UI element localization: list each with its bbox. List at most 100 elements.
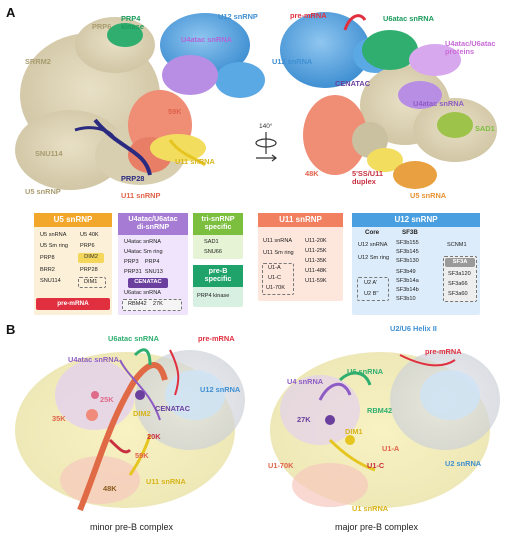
u12-sf3b-4: SF3b14a: [396, 278, 419, 284]
tri-item-1: SNU66: [204, 249, 223, 255]
minor-label-u12: U12 snRNA: [200, 385, 241, 394]
table-tri-title: tri-snRNP specific: [193, 213, 243, 235]
minor-label-u6atac: U6atac snRNA: [108, 334, 159, 343]
major-label-rbm42: RBM42: [367, 406, 393, 415]
u11-col1-1: U11 Sm ring: [263, 250, 294, 256]
u4u6-row-0: U4atac snRNA: [124, 239, 161, 245]
table-u4atac-u6atac: U4atac/U6atac di-snRNP: [118, 213, 188, 315]
u11-col2-3: U11-48K: [305, 268, 327, 274]
major-label-u2u6: U2/U6 Helix II: [390, 324, 437, 333]
major-label-u6: U6 snRNA: [347, 367, 384, 376]
u12-sf3a-0: SF3a120: [448, 271, 471, 277]
u5-col2-3: PRP28: [80, 267, 98, 273]
structure-left: [15, 13, 265, 190]
u12-core-title: Core: [365, 229, 380, 236]
minor-label-pre-mrna: pre-mRNA: [198, 334, 235, 343]
major-label-u1: U1 snRNA: [352, 504, 389, 513]
u12-sf3b-3: SF3b49: [396, 269, 416, 275]
u5-col1-4: SNU114: [40, 278, 61, 284]
minor-label-u4atac: U4atac snRNA: [68, 355, 119, 364]
u12-sf3b-5: SF3b14b: [396, 287, 419, 293]
u11-col2-2: U11-35K: [305, 258, 327, 264]
u5-dim1: DIM1: [84, 279, 98, 285]
minor-label-59k: 59K: [135, 451, 149, 460]
u12-sf3b-6: SF3b10: [396, 296, 416, 302]
label-u12-snrnp-left: U12 snRNP: [218, 12, 258, 21]
u5-pre-mrna-bar: pre-mRNA: [36, 298, 110, 310]
major-label-dim1: DIM1: [345, 427, 363, 436]
major-label-u1c: U1-C: [367, 461, 385, 470]
label-59k-left: 59K: [168, 107, 182, 116]
major-label-u1a: U1-A: [382, 444, 400, 453]
u5-col2-1: PRP6: [80, 243, 95, 249]
table-u5-title: U5 snRNP: [34, 213, 112, 227]
label-u5-snrna: U5 snRNA: [410, 191, 447, 200]
label-u4atac-snrna-left: U4atac snRNA: [181, 35, 232, 44]
rotation-arrow: [255, 132, 277, 162]
label-u4atac-u6atac-proteins: U4atac/U6atac proteins: [445, 39, 496, 57]
u12-core-dashed-1: U2 B'': [364, 291, 379, 297]
u12-sf3b-2: SF3b130: [396, 258, 419, 264]
u11-dashed-2: U1-70K: [266, 285, 285, 291]
u11-dashed-box: [262, 263, 294, 295]
u11-dashed-0: U1-A: [268, 265, 281, 271]
major-caption: major pre-B complex: [335, 522, 419, 532]
major-label-u170k: U1-70K: [268, 461, 294, 470]
u5-col2-0: U5 40K: [80, 232, 99, 238]
u12-sf3a-1: SF3a66: [448, 281, 468, 287]
label-u11-snrnp-left: U11 snRNP: [121, 191, 161, 200]
minor-label-cenatac: CENATAC: [155, 404, 191, 413]
preb-item: PRP4 kinase: [197, 293, 230, 299]
u4u6-row-3: PRP31 SNU13: [124, 269, 163, 275]
label-snu114: SNU114: [35, 149, 63, 158]
major-label-pre-mrna: pre-mRNA: [425, 347, 462, 356]
u5-col1-2: PRP8: [40, 255, 55, 261]
structure-major: [270, 350, 500, 508]
minor-label-u11: U11 snRNA: [146, 477, 186, 486]
table-u11-title: U11 snRNP: [258, 213, 343, 227]
table-preb-title: pre-B specific: [193, 265, 243, 287]
u12-sf3b-1: SF3b145: [396, 249, 419, 255]
panel-letter-b: B: [6, 322, 16, 337]
table-u4u6-title: U4atac/U6atac di-snRNP: [118, 213, 188, 235]
u11-col1-0: U11 snRNA: [263, 238, 293, 244]
major-label-27k: 27K: [297, 415, 311, 424]
label-u6atac-snrna: U6atac snRNA: [383, 14, 434, 23]
u5-col1-1: U5 Sm ring: [40, 243, 68, 249]
u12-sf3b-title: SF3B: [402, 229, 418, 236]
u5-col1-0: U5 snRNA: [40, 232, 67, 238]
minor-label-35k: 35K: [52, 414, 66, 423]
table-preb-specific: pre-B specific: [193, 265, 243, 307]
panel-letter-a: A: [6, 5, 16, 20]
label-prp4-kinase: PRP4 kinase: [121, 14, 145, 32]
u11-dashed-1: U1-C: [268, 275, 282, 281]
label-u11-snrna-left: U11 snRNA: [175, 157, 215, 166]
u5-col1-3: BRR2: [40, 267, 55, 273]
minor-label-48k: 48K: [103, 484, 117, 493]
label-u4atac-snrna-right: U4atac snRNA: [413, 99, 464, 108]
u5-dim2-badge: DIM2: [78, 253, 104, 263]
label-48k-right: 48K: [305, 169, 319, 178]
minor-label-20k: 20K: [147, 432, 161, 441]
u4u6-row-2: PRP3 PRP4: [124, 259, 160, 265]
u4u6-dashed-text: RBM42 27K: [128, 301, 163, 307]
u12-sf3b-0: SF3b155: [396, 240, 419, 246]
label-sad1: SAD1: [475, 124, 495, 133]
table-u12-title: U12 snRNP: [352, 213, 480, 227]
u11-col2-0: U11-20K: [305, 238, 327, 244]
u12-core-dashed-box: [357, 277, 389, 301]
u12-core-dashed-0: U2 A': [364, 280, 378, 286]
minor-label-dim2: DIM2: [133, 409, 151, 418]
label-5ss-u11-duplex: 5'SS/U11 duplex: [352, 169, 383, 187]
label-prp28: PRP28: [121, 174, 145, 183]
tri-item-0: SAD1: [204, 239, 219, 245]
label-prp6: PRP6: [92, 22, 112, 31]
label-srrm2: SRRM2: [25, 57, 51, 66]
minor-caption: minor pre-B complex: [90, 522, 174, 532]
major-label-u4: U4 snRNA: [287, 377, 324, 386]
structure-minor: [15, 348, 245, 512]
u12-core-1: U12 Sm ring: [358, 255, 390, 261]
table-u11-snrnp: U11 snRNP: [258, 213, 343, 301]
u12-core-0: U12 snRNA: [358, 242, 388, 248]
